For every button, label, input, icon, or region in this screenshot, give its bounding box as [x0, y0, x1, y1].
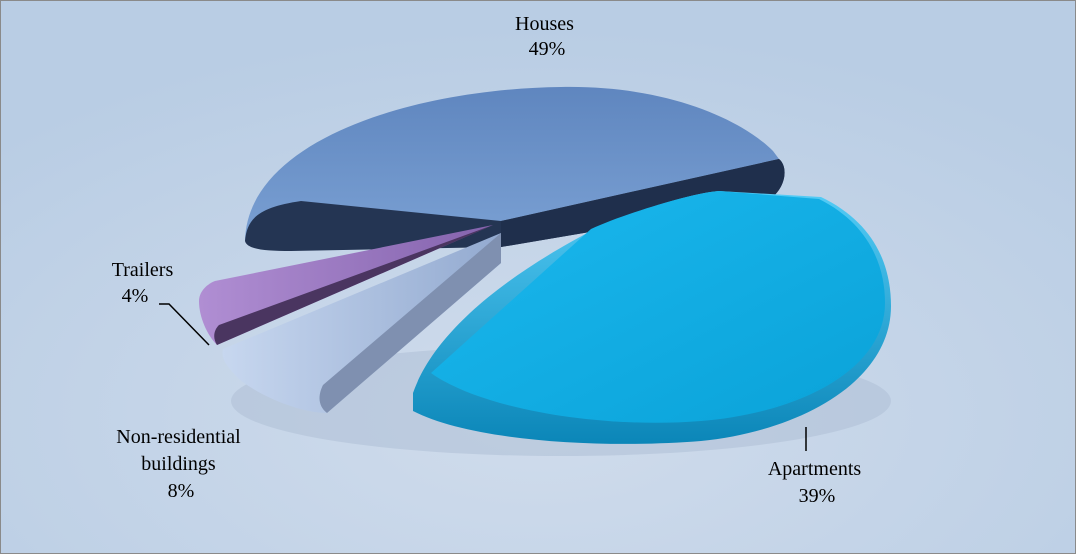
pie-slice-houses: [245, 86, 785, 251]
pie-slice-trailers: [199, 225, 493, 345]
trailers-leader-line: [159, 303, 210, 346]
apartments-label: Apartments 39%: [768, 458, 866, 507]
trailers-label: Trailers 4%: [112, 259, 178, 307]
non-residential-label: Non-residential buildings 8%: [116, 426, 245, 502]
pie-slice-non-residential: [222, 233, 501, 413]
pie-slice-apartments: [413, 191, 891, 444]
houses-label: Houses 49%: [515, 13, 579, 60]
